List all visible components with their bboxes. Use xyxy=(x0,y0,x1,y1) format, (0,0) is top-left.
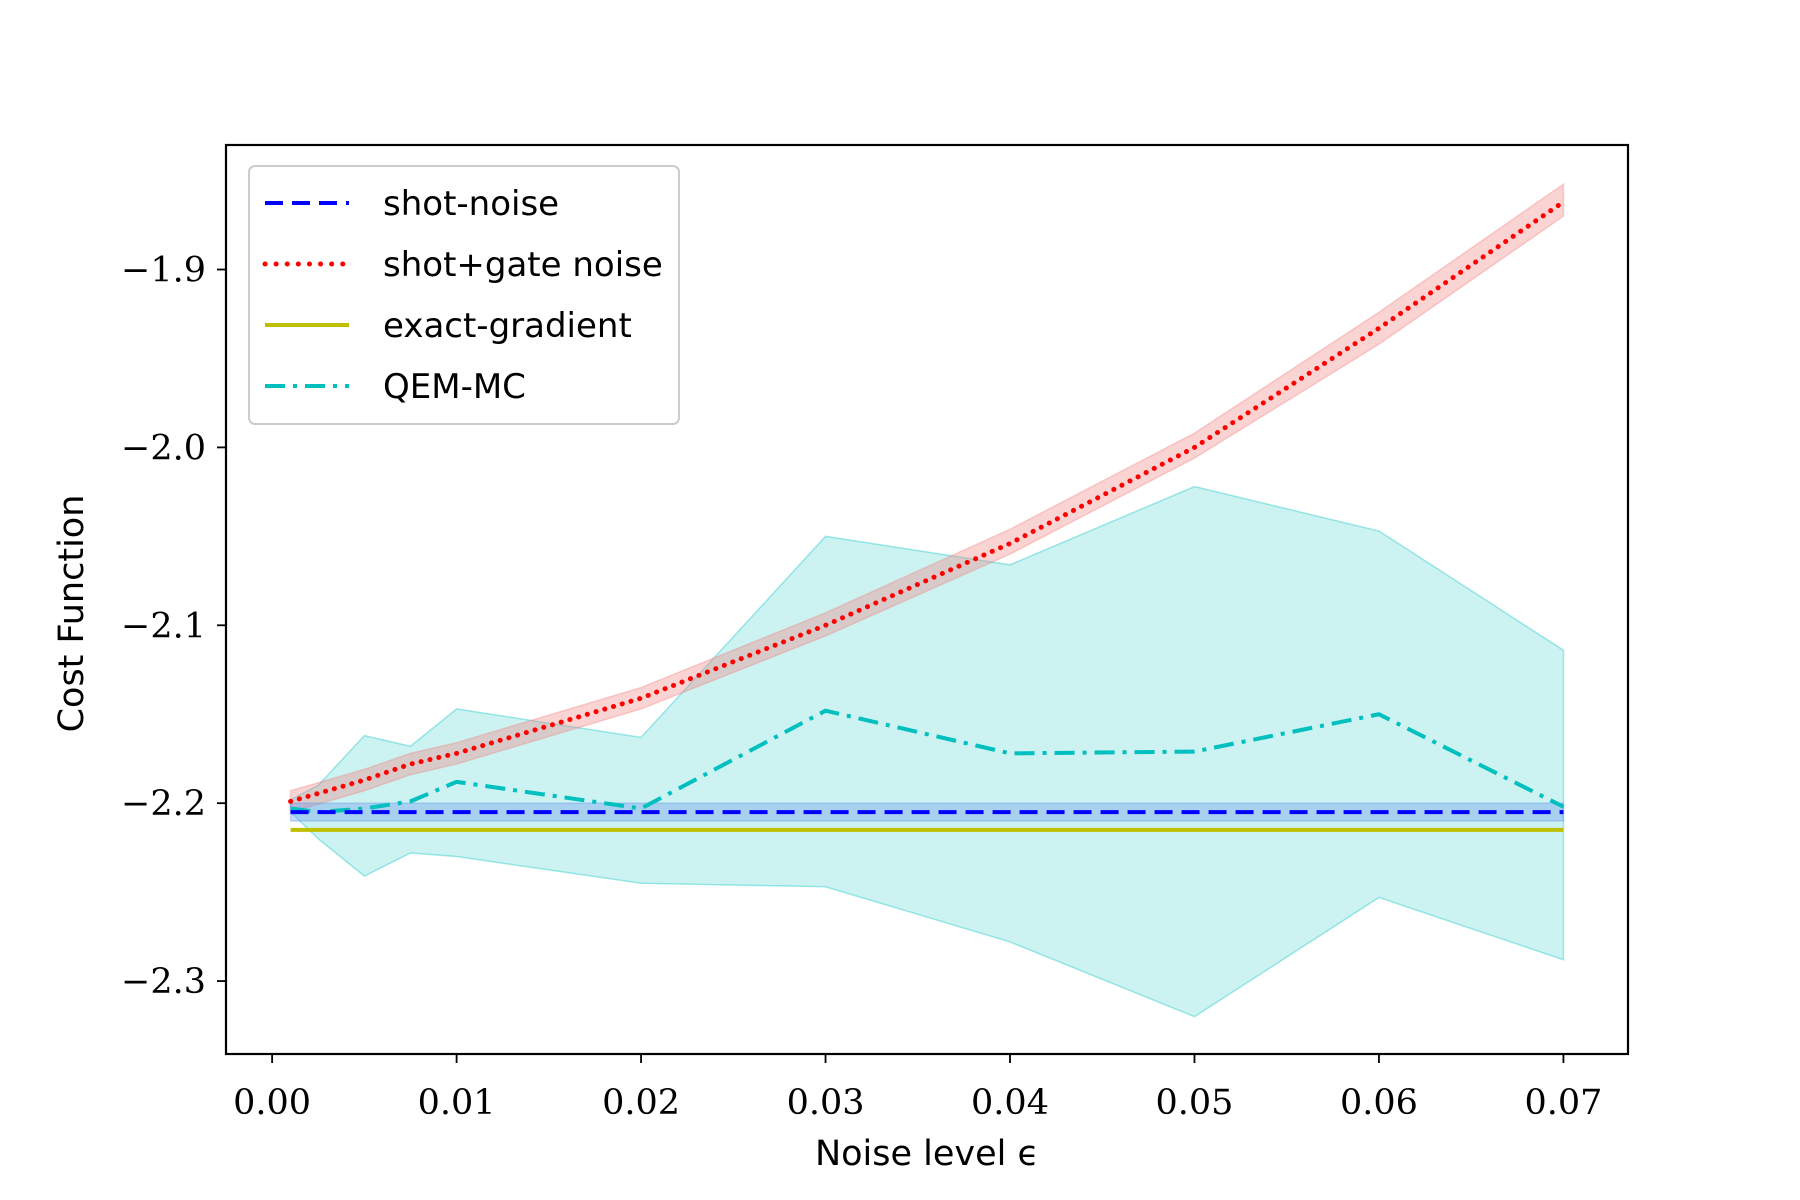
axis-ticks: 0.00 0.01 0.02 0.03 0.04 0.05 0.06 0.07 −1.9 −2.0… xyxy=(121,251,1602,1123)
legend-label: shot+gate noise xyxy=(383,245,663,285)
legend-label: shot-noise xyxy=(383,184,559,224)
legend: shot-noise shot+gate noise exact-gradient Q… xyxy=(248,165,680,425)
plot-frame xyxy=(224,143,1630,1056)
band-qem-mc xyxy=(289,485,1565,1018)
y-axis-label: Cost Function xyxy=(52,495,92,733)
y-tick-label: −1.9 xyxy=(121,251,206,291)
x-tick-label: 0.05 xyxy=(1156,1083,1234,1123)
y-tick-label: −2.3 xyxy=(121,962,206,1002)
y-tick-label: −2.1 xyxy=(121,606,206,646)
legend-box xyxy=(248,165,680,425)
legend-label: exact-gradient xyxy=(383,306,632,346)
band-shot-gate-noise xyxy=(289,182,1565,814)
x-tick-label: 0.00 xyxy=(233,1083,311,1123)
series-line-shot-gate-noise xyxy=(288,199,1566,804)
legend-label: QEM-MC xyxy=(383,367,526,407)
y-tick-label: −2.2 xyxy=(121,784,206,824)
x-tick-label: 0.03 xyxy=(787,1083,865,1123)
x-tick-label: 0.01 xyxy=(418,1083,496,1123)
x-tick-label: 0.04 xyxy=(971,1083,1049,1123)
x-tick-label: 0.07 xyxy=(1524,1083,1602,1123)
x-tick-label: 0.06 xyxy=(1340,1083,1418,1123)
data-lines xyxy=(288,199,1566,832)
series-line-qem-mc xyxy=(290,708,1565,815)
x-tick-label: 0.02 xyxy=(602,1083,680,1123)
x-axis-label: Noise level ϵ xyxy=(815,1134,1039,1174)
y-tick-label: −2.0 xyxy=(121,428,206,468)
